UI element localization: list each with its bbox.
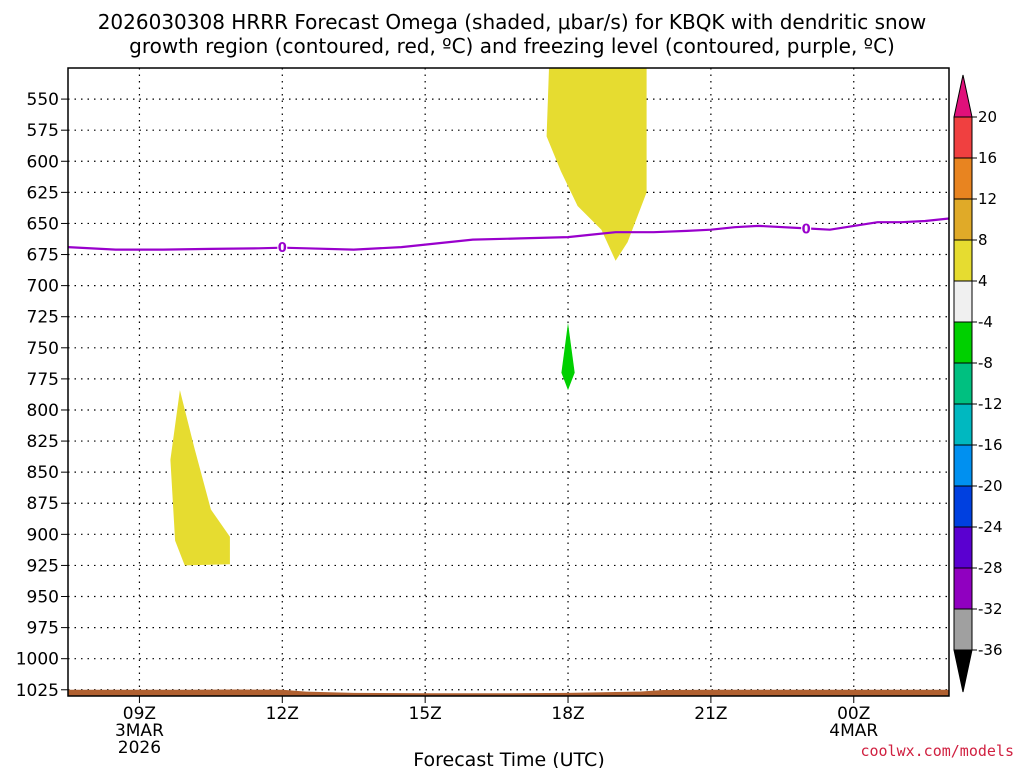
y-tick-label-725: 725 (27, 308, 59, 328)
y-tick-label-1025: 1025 (16, 681, 59, 701)
colorbar-swatch-pos-1 (953, 116, 973, 159)
freezing-label-bg-1 (277, 240, 288, 255)
colorbar-swatch-pos-2 (953, 157, 973, 200)
y-axis-ticks: 550 575 600 625 650 675 700 725 750 775 800 825 850 8… (16, 90, 68, 701)
colorbar-tick-label-0: 20 (978, 108, 997, 126)
x-tick-label-21Z: 21Z (694, 704, 727, 724)
x-tick-sublabel-2026: 2026 (118, 738, 161, 758)
y-tick-label-675: 675 (27, 246, 59, 266)
freezing-label-bg-2 (801, 221, 812, 236)
colorbar-swatch-pos-3 (953, 198, 973, 241)
colorbar-tick-label-3: 8 (978, 231, 988, 249)
colorbar-tick-label-1: 16 (978, 149, 997, 167)
freezing-level-contour: 00 (67, 217, 950, 256)
y-tick-label-900: 900 (27, 525, 59, 545)
x-tick-label-12Z: 12Z (266, 704, 299, 724)
freezing-level-label-1: 0 (278, 241, 287, 256)
terrain-polygon (68, 689, 949, 696)
colorbar-tick-label-6: -8 (978, 354, 993, 372)
y-tick-label-775: 775 (27, 370, 59, 390)
colorbar-tick-label-4: 4 (978, 272, 988, 290)
omega-region-3 (561, 322, 575, 391)
omega-region-1 (170, 390, 230, 566)
x-axis-label: Forecast Time (UTC) (413, 749, 604, 768)
colorbar-bottom-arrow (953, 649, 973, 693)
chart-title-line2: growth region (contoured, red, ºC) and f… (129, 34, 895, 58)
chart-title-line1: 2026030308 HRRR Forecast Omega (shaded, … (98, 10, 927, 34)
x-tick-label-00Z: 00Z (837, 704, 870, 724)
colorbar-swatch-1 (953, 280, 973, 323)
y-tick-label-700: 700 (27, 277, 59, 297)
plot-area: 00 5505756006256506757007257507758008258… (16, 67, 950, 758)
credit-text[interactable]: coolwx.com/models (860, 742, 1014, 760)
colorbar-tick-label-7: -12 (978, 395, 1003, 413)
colorbar-tick-label-8: -16 (978, 436, 1003, 454)
colorbar-tick-label-13: -36 (978, 641, 1003, 659)
colorbar-swatch-3 (953, 362, 973, 405)
y-tick-label-1000: 1000 (16, 650, 59, 670)
colorbar-tick-label-12: -32 (978, 600, 1003, 618)
omega-shaded-regions (170, 68, 647, 566)
y-tick-label-850: 850 (27, 463, 59, 483)
freezing-level-line (67, 217, 950, 251)
colorbar-swatch-9 (953, 608, 973, 651)
y-tick-label-550: 550 (27, 90, 59, 110)
colorbar-swatch-4 (953, 403, 973, 446)
x-tick-label-09Z: 09Z (123, 704, 156, 724)
y-tick-label-600: 600 (27, 152, 59, 172)
y-tick-label-650: 650 (27, 214, 59, 234)
y-tick-label-875: 875 (27, 494, 59, 514)
colorbar-tick-label-11: -28 (978, 559, 1003, 577)
plot-frame (67, 67, 950, 697)
colorbar-swatch-5 (953, 444, 973, 487)
y-tick-label-625: 625 (27, 183, 59, 203)
x-tick-sublabel-3MAR: 3MAR (115, 721, 164, 741)
freezing-level-label-2: 0 (802, 222, 811, 237)
colorbar: 20 16 12 8 4 -4 -8 -12 -16 -20 -24 -28 -32 -36 (953, 74, 1003, 693)
colorbar-swatch-8 (953, 567, 973, 610)
y-tick-label-800: 800 (27, 401, 59, 421)
omega-region-2 (546, 68, 647, 261)
y-tick-label-950: 950 (27, 588, 59, 608)
colorbar-swatch-6 (953, 485, 973, 528)
x-tick-label-18Z: 18Z (551, 704, 584, 724)
y-tick-label-825: 825 (27, 432, 59, 452)
colorbar-top-arrow (953, 74, 973, 118)
colorbar-tick-label-10: -24 (978, 518, 1003, 536)
y-tick-label-925: 925 (27, 556, 59, 576)
colorbar-swatch-2 (953, 321, 973, 364)
plot-background (68, 68, 949, 696)
colorbar-tick-label-5: -4 (978, 313, 993, 331)
colorbar-swatch-pos-4 (953, 239, 973, 282)
y-tick-label-575: 575 (27, 121, 59, 141)
y-tick-label-750: 750 (27, 339, 59, 359)
colorbar-tick-label-2: 12 (978, 190, 997, 208)
y-tick-label-975: 975 (27, 619, 59, 639)
colorbar-swatch-7 (953, 526, 973, 569)
x-tick-sublabel-4MAR: 4MAR (829, 721, 878, 741)
colorbar-tick-label-9: -20 (978, 477, 1003, 495)
x-tick-label-15Z: 15Z (409, 704, 442, 724)
terrain-fill (68, 689, 949, 696)
